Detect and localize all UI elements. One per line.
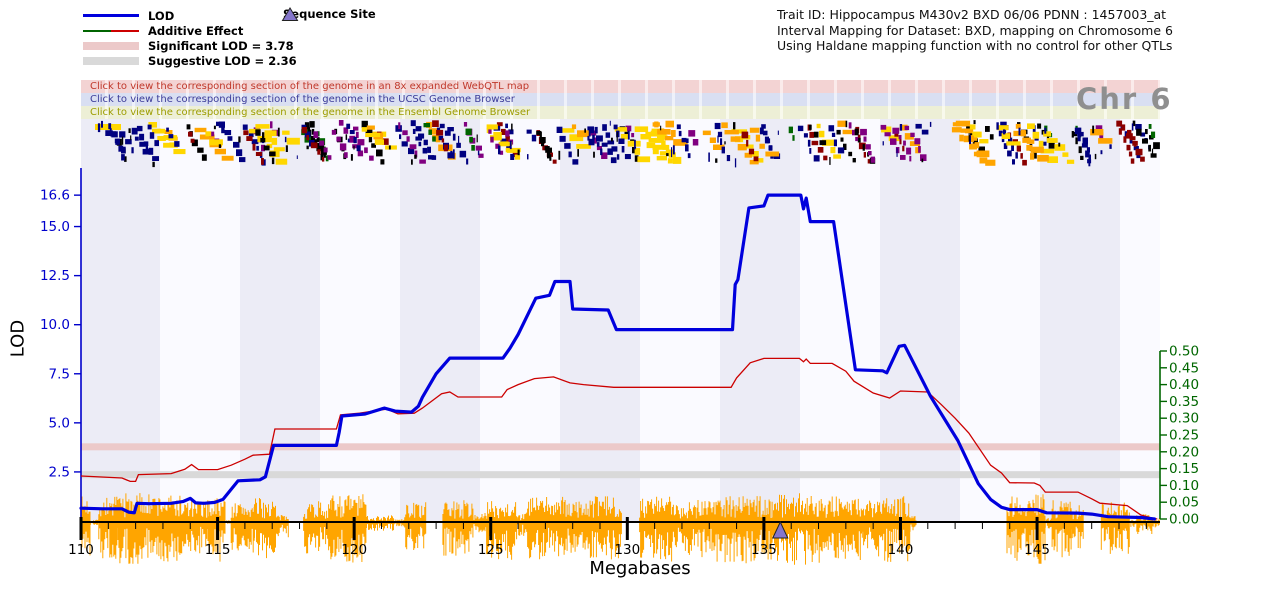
x-axis: 110 115 120 125 130 135 140 145 [68,517,1160,558]
svg-text:140: 140 [888,542,914,558]
legend-label-suggestive: Suggestive LOD = 2.36 [148,53,297,68]
trait-header: Trait ID: Hippocampus M430v2 BXD 06/06 P… [777,7,1173,54]
svg-text:0.15: 0.15 [1169,461,1199,477]
svg-text:0.05: 0.05 [1169,495,1199,511]
lod-line-swatch [83,14,139,17]
additive-effect-curve [80,357,1158,520]
banner-webqtl-expanded-map[interactable]: Click to view the corresponding section … [81,80,1160,93]
svg-text:2.5: 2.5 [49,464,70,480]
svg-text:12.5: 12.5 [40,268,70,284]
legend-item-sequence-site: Sequence Site [281,7,376,21]
svg-text:115: 115 [205,542,231,558]
svg-text:125: 125 [478,542,504,558]
suggestive-band-swatch [83,56,139,65]
svg-text:120: 120 [341,542,367,558]
svg-text:110: 110 [68,542,94,558]
legend: LOD Additive Effect Significant LOD = 3.… [83,8,297,68]
svg-text:0.45: 0.45 [1169,360,1199,376]
significant-band-swatch [83,41,139,50]
lod-curve [79,193,1157,521]
legend-item-significant: Significant LOD = 3.78 [83,38,297,53]
svg-text:145: 145 [1024,542,1050,558]
left-lod-axis: 16.6 15.0 12.5 10.0 7.5 5.0 2.5 [40,168,82,522]
legend-item-suggestive: Suggestive LOD = 2.36 [83,53,297,68]
banner-ucsc-genome-browser[interactable]: Click to view the corresponding section … [81,93,1160,106]
trait-id-line: Trait ID: Hippocampus M430v2 BXD 06/06 P… [777,7,1167,22]
additive-line-swatch [83,29,139,32]
sequence-site [772,520,789,539]
svg-text:15.0: 15.0 [40,219,70,235]
gene-track [95,120,1160,168]
significant-lod-band [81,443,1160,451]
mapping-function-line: Using Haldane mapping function with no c… [777,38,1173,53]
mapping-dataset-line: Interval Mapping for Dataset: BXD, mappi… [777,22,1173,38]
banner-ensembl-genome-browser[interactable]: Click to view the corresponding section … [81,106,1160,119]
y-axis-title: LOD [7,319,29,358]
threshold-bands [81,443,1160,479]
right-additive-axis: 0.500.450.400.350.300.250.200.150.100.05… [1159,344,1199,528]
svg-text:135: 135 [751,542,777,558]
svg-text:0.10: 0.10 [1169,478,1199,494]
legend-label-significant: Significant LOD = 3.78 [148,38,294,53]
legend-label-lod: LOD [148,8,175,23]
legend-label-sequence-site: Sequence Site [283,7,376,21]
svg-text:10.0: 10.0 [40,317,70,333]
svg-text:0.00: 0.00 [1169,512,1199,528]
svg-text:0.40: 0.40 [1169,377,1199,393]
suggestive-lod-band [81,471,1160,479]
curves [79,193,1158,521]
svg-text:0.25: 0.25 [1169,428,1199,444]
svg-text:5.0: 5.0 [49,415,70,431]
svg-text:7.5: 7.5 [49,366,70,382]
svg-text:130: 130 [614,542,640,558]
legend-item-lod: LOD [83,8,297,23]
legend-item-additive: Additive Effect [83,23,297,38]
svg-text:0.50: 0.50 [1169,344,1199,360]
sequence-site-icon [281,7,299,21]
svg-text:0.30: 0.30 [1169,411,1199,427]
sequence-site-marker [772,520,789,539]
plot-background-stripes [81,119,1160,523]
chromosome-label: Chr 6 [1076,82,1173,116]
x-axis-title: Megabases [589,558,691,579]
legend-label-additive: Additive Effect [148,23,244,38]
svg-text:16.6: 16.6 [40,188,70,204]
svg-text:0.20: 0.20 [1169,444,1199,460]
svg-text:0.35: 0.35 [1169,394,1199,410]
